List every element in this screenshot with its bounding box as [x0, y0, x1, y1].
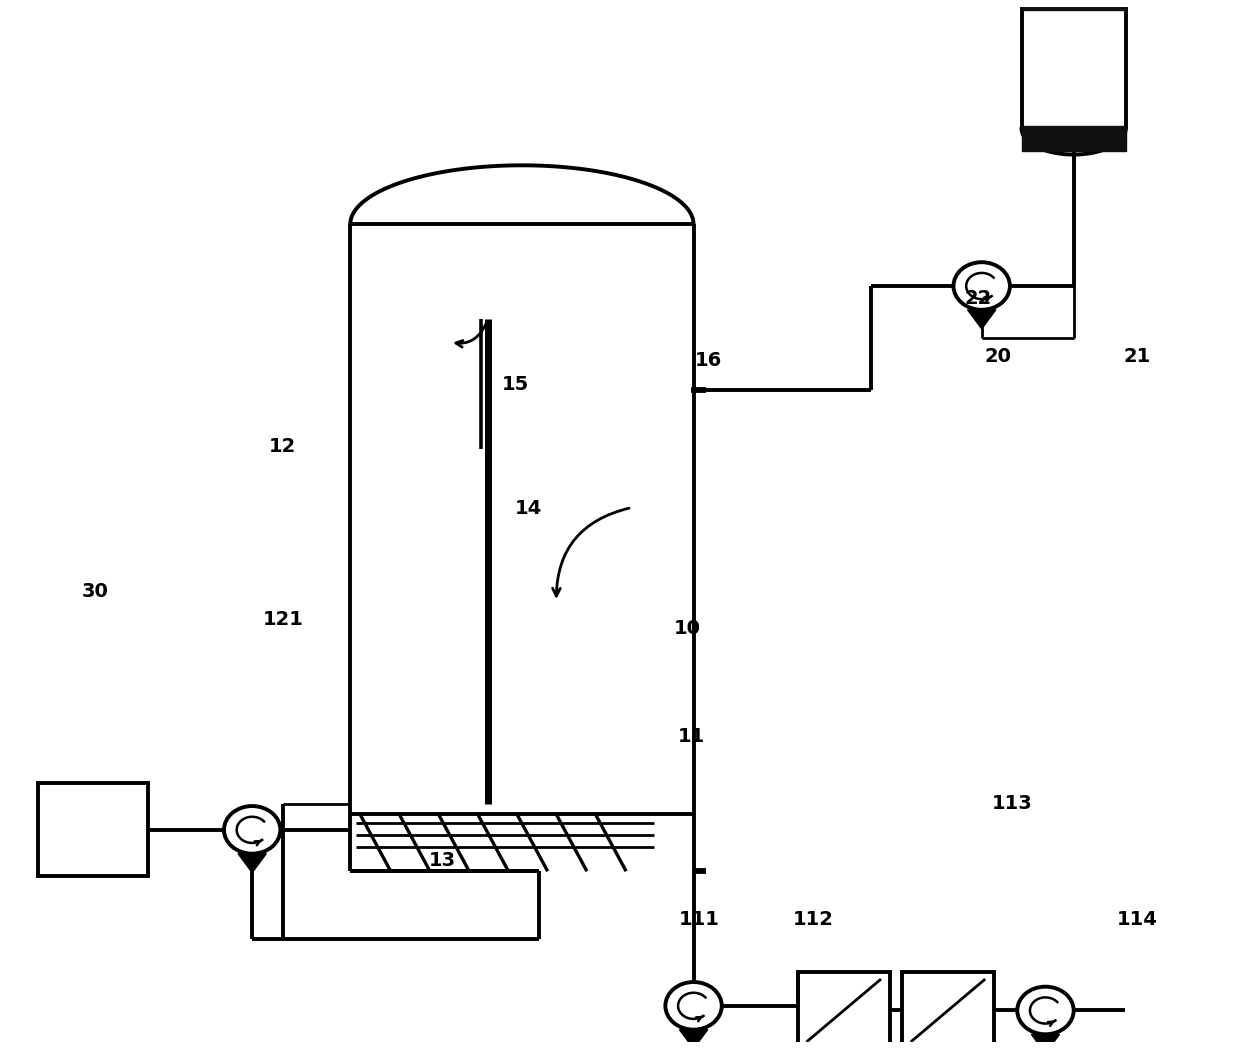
Text: 14: 14: [515, 499, 542, 518]
Text: 15: 15: [502, 376, 529, 394]
Text: 113: 113: [992, 794, 1033, 813]
Text: 12: 12: [269, 437, 296, 456]
Polygon shape: [238, 854, 267, 873]
Text: 11: 11: [677, 727, 704, 746]
Text: 20: 20: [985, 347, 1011, 366]
Bar: [901, 971, 994, 1049]
Text: 30: 30: [82, 582, 109, 601]
Bar: [797, 971, 890, 1049]
Text: 121: 121: [263, 611, 304, 629]
Text: 22: 22: [965, 290, 992, 308]
Bar: [37, 784, 148, 876]
Text: 16: 16: [694, 351, 722, 370]
Text: 10: 10: [673, 619, 701, 638]
Polygon shape: [1032, 1034, 1059, 1049]
Text: 112: 112: [794, 911, 835, 929]
Bar: [1022, 126, 1126, 151]
Text: 114: 114: [1117, 911, 1158, 929]
Text: 13: 13: [429, 852, 456, 871]
Text: 21: 21: [1123, 347, 1151, 366]
Text: 111: 111: [680, 911, 720, 929]
Polygon shape: [680, 1030, 708, 1049]
Bar: [1022, 0, 1126, 9]
Polygon shape: [967, 309, 996, 329]
